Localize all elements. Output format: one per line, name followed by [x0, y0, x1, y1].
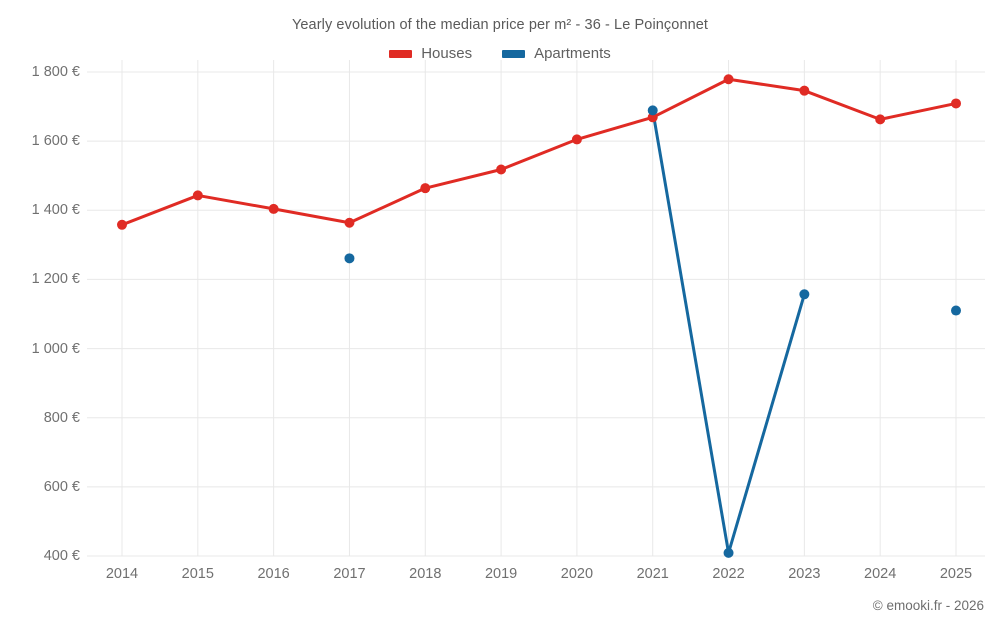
data-point-houses-2015[interactable]: [192, 190, 203, 201]
data-point-houses-2022[interactable]: [723, 74, 734, 85]
y-tick-label: 1 400 €: [31, 202, 80, 219]
x-tick-label: 2025: [939, 566, 973, 582]
data-point-houses-2023[interactable]: [799, 85, 810, 96]
y-axis: 400 € 600 € 800 € 1 000 € 1 200 € 1 400 € 1 60…: [0, 0, 80, 625]
data-point-apartments-2022[interactable]: [723, 547, 734, 558]
legend-label-apartments: Apartments: [534, 45, 611, 62]
x-tick-label: 2021: [636, 566, 669, 582]
x-tick-label: 2017: [333, 566, 366, 582]
data-point-houses-2021[interactable]: [647, 112, 658, 123]
x-tick-label: 2024: [864, 566, 897, 582]
footer-credit: © emooki.fr - 2026: [872, 598, 984, 613]
data-point-houses-2024[interactable]: [875, 114, 886, 125]
y-tick-label: 600 €: [43, 478, 80, 495]
data-point-houses-2016[interactable]: [268, 203, 279, 214]
chart-title: Yearly evolution of the median price per…: [291, 17, 709, 33]
legend-item-houses[interactable]: Houses: [389, 45, 472, 62]
data-point-houses-2014[interactable]: [117, 219, 127, 230]
data-point-houses-2018[interactable]: [420, 183, 431, 194]
data-point-apartments-2017[interactable]: [344, 253, 355, 264]
y-tick-label: 400 €: [43, 548, 80, 564]
series-line-houses: [120, 77, 958, 227]
x-tick-label: 2020: [560, 566, 594, 582]
legend-item-apartments[interactable]: Apartments: [502, 45, 611, 62]
data-point-houses-2025[interactable]: [951, 98, 961, 109]
legend-swatch-apartments: [502, 49, 526, 58]
y-tick-label: 1 600 €: [31, 133, 80, 150]
x-tick-label: 2018: [409, 566, 442, 582]
chart-legend: Houses Apartments: [0, 45, 1000, 62]
y-tick-label: 1 200 €: [31, 271, 80, 288]
x-tick-label: 2023: [788, 566, 821, 582]
data-point-houses-2017[interactable]: [344, 217, 355, 228]
data-point-apartments-2023[interactable]: [799, 289, 810, 300]
legend-label-houses: Houses: [421, 45, 473, 62]
x-tick-label: 2022: [712, 566, 745, 582]
data-point-apartments-2021[interactable]: [647, 105, 658, 116]
y-tick-label: 1 800 €: [31, 64, 80, 80]
x-tick-label: 2016: [257, 566, 290, 582]
data-point-houses-2020[interactable]: [571, 134, 582, 145]
data-point-apartments-2025[interactable]: [951, 305, 961, 316]
legend-swatch-houses: [389, 49, 413, 58]
data-point-houses-2019[interactable]: [496, 164, 507, 175]
x-tick-label: 2015: [181, 566, 214, 582]
y-tick-label: 1 000 €: [31, 340, 80, 357]
y-tick-label: 800 €: [43, 409, 80, 426]
x-tick-label: 2019: [484, 566, 518, 582]
x-tick-label: 2014: [105, 566, 139, 582]
